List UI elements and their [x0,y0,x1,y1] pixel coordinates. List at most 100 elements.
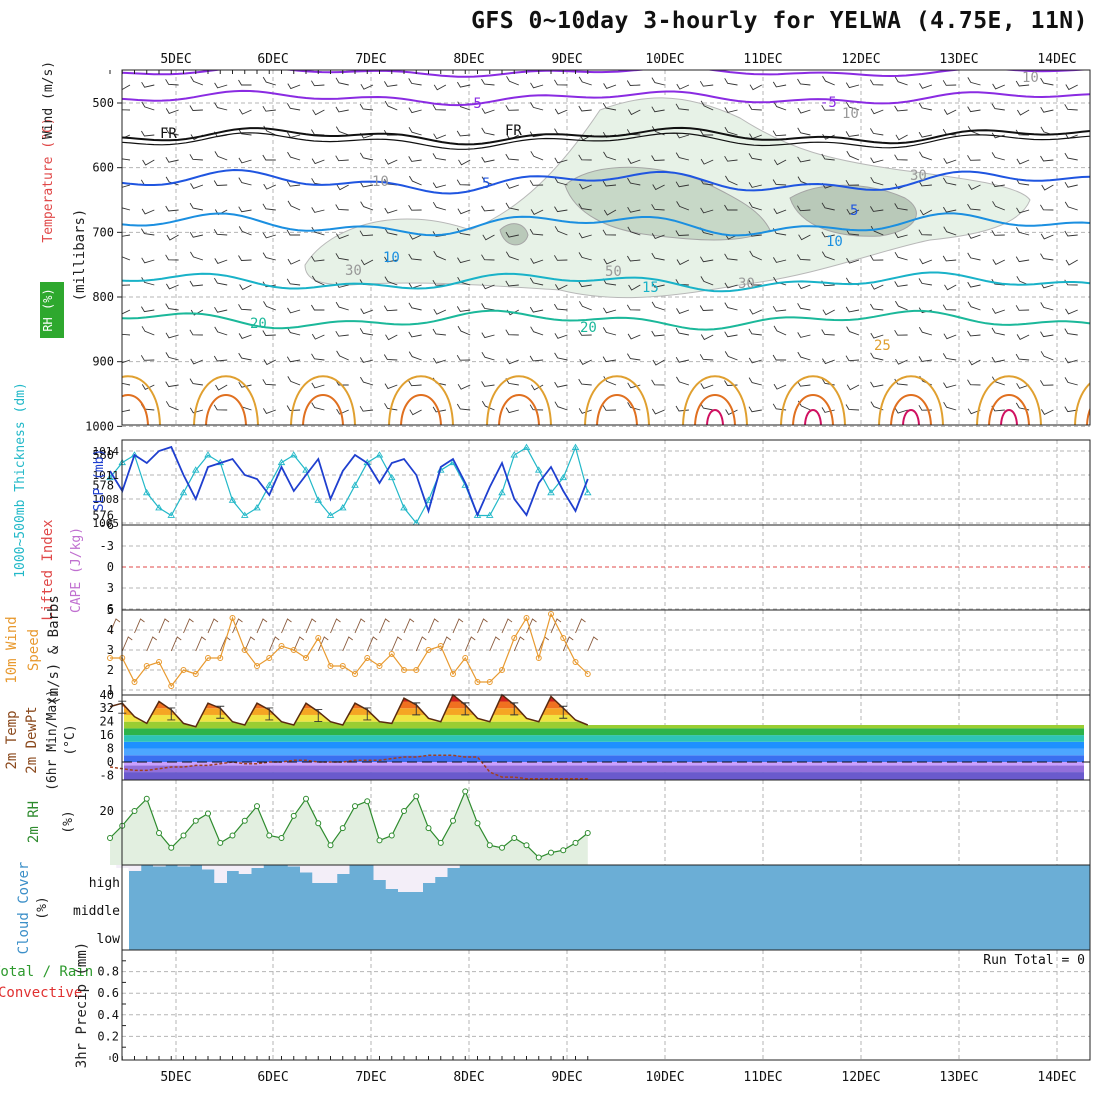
temp-contour [596,394,638,425]
thickness-marker [106,473,114,481]
wind-barb [530,209,544,215]
cape-axis-label: CAPE (J/kg) [69,527,84,613]
wind-barb [244,636,256,652]
pressure-tick-label: 1000 [85,419,114,433]
wind-barb [700,158,714,165]
wind-barb [919,83,933,89]
precip-panel-frame [121,949,1091,1061]
wind-barb [919,258,933,265]
wind-barb [554,333,568,339]
rh2m-marker [511,834,518,841]
wind-barb [481,176,495,186]
wind-barb [505,105,519,111]
wind-barb [602,180,617,187]
wind-barb [797,78,811,86]
wind-barb [675,327,689,336]
wind-barb [262,232,276,239]
wind-speed-marker [156,659,162,665]
wind-barb [1064,357,1078,364]
rh2m-marker [107,834,113,841]
wind-barb [918,356,932,362]
rh2m-marker [450,817,456,824]
wind-barb [238,206,252,213]
wind-barb [428,618,439,634]
wind-barb [1015,353,1030,361]
wind-barb [506,76,519,86]
wind-barb [408,78,422,86]
wind-barb [141,81,155,88]
wind-barb [991,308,1005,314]
rh2m-marker [548,849,554,856]
wind-barb [457,101,471,111]
wind-barb [918,102,932,111]
wind-barb [408,253,422,261]
slp-thickness-panel-frame [121,439,1091,526]
wind-barb [529,355,544,362]
wind-barb [846,208,860,215]
wind-barb [578,203,592,211]
wind-barb [554,352,568,361]
wind-barb [554,79,568,86]
wind-barb [359,103,374,111]
temp2m-area [122,694,1084,780]
wind-barb [165,401,179,411]
wind-barb [141,228,155,236]
wind-barb [239,284,252,291]
rh2m-marker [425,825,432,832]
wind-barb [724,302,738,311]
wind-barb [773,383,787,390]
li-tick-label: 0 [107,560,114,574]
cloud-gap-bar [287,865,301,867]
rh2m-marker [217,839,224,846]
wind-barb [967,77,981,86]
wind-barb [1017,109,1030,116]
wind-barb [1040,351,1054,361]
date-label-top: 6DEC [257,52,288,67]
wind-barb [433,250,447,261]
wind-speed-marker [425,647,432,653]
wind-barb [627,206,641,213]
wind-barb [1040,331,1054,338]
wind-barb [919,209,933,216]
wind-barb [772,305,787,312]
contour-label: -5 [820,95,837,111]
wind-barb [383,305,398,312]
wind-speed-marker [535,655,542,661]
wind-barb [1065,259,1078,266]
wind-barb [919,151,933,161]
wind-barb [603,376,617,386]
wind-barb [408,126,422,136]
wind-barb [189,280,203,287]
wind-barb [1064,104,1078,111]
wind-barb [943,382,957,389]
wind-barb [700,256,714,263]
wind-barb [602,229,617,236]
wind-barb [554,226,568,236]
wind-barb [724,351,738,361]
wind-barb [1064,152,1078,161]
wind-barb [158,618,170,634]
wind-barb [190,358,204,365]
temp2m-axis-label: 2m Temp [4,710,20,769]
wind-barb [214,258,228,264]
wind-barb [359,405,374,412]
wind-barb [700,334,714,341]
wind-barb [944,284,957,291]
wind-barb [165,352,179,361]
wind-barb [699,354,714,361]
wind-barb [481,332,495,339]
wind-barb [238,177,252,186]
cloud-gap-bar [447,865,460,868]
wind-tick-label: 5 [107,603,114,617]
pressure-axis-label: (millibars) [72,209,88,302]
wind-speed-marker [278,643,285,649]
wind-barb [256,618,268,634]
wind-barb [651,155,665,161]
temp-minmax-bar [510,702,519,716]
temp-minmax-bar [412,702,421,716]
wind-barb [513,636,525,652]
rh2m-marker [168,844,175,851]
wind-barb [578,105,592,112]
wind-barb [122,207,131,211]
rh2m-marker [266,832,273,839]
